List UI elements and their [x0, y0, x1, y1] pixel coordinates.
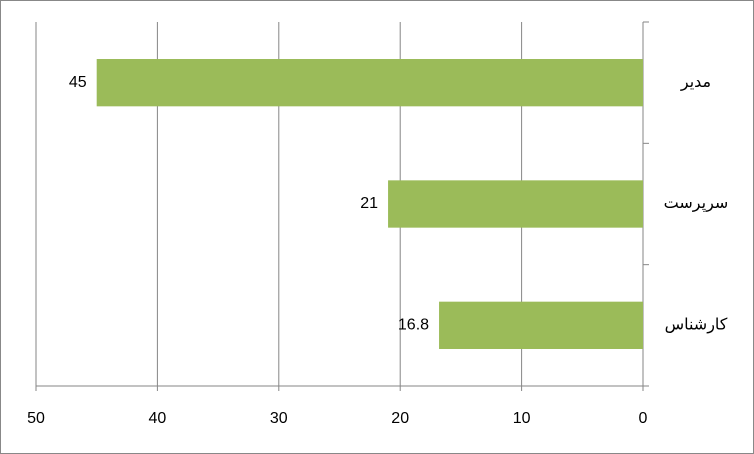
x-tick-label: 40	[149, 410, 167, 427]
bar	[96, 59, 643, 107]
x-tick-label: 10	[513, 410, 531, 427]
data-label: 45	[69, 74, 87, 91]
data-label: 16.8	[398, 317, 429, 334]
y-tick-label: مدیر	[680, 74, 711, 92]
data-label: 21	[360, 195, 378, 212]
bar	[388, 180, 643, 228]
y-tick-label: سرپرست	[664, 195, 729, 213]
y-tick-label: کارشناس	[665, 317, 728, 335]
x-tick-label: 50	[27, 410, 45, 427]
x-tick-label: 0	[639, 410, 648, 427]
x-tick-label: 20	[391, 410, 409, 427]
x-tick-label: 30	[270, 410, 288, 427]
bar	[439, 301, 643, 349]
